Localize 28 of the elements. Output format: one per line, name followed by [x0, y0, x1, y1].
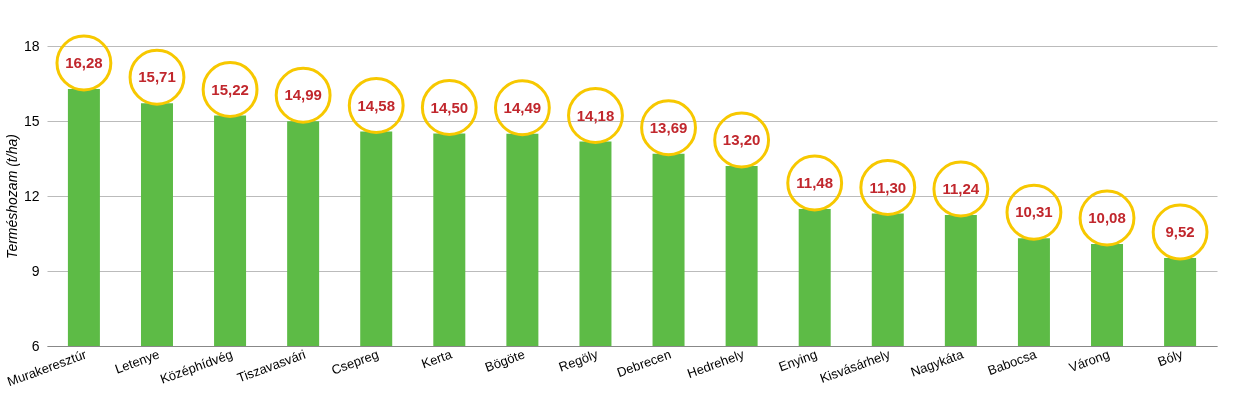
y-tick-label: 9 [31, 262, 40, 279]
data-label: 13,69 [649, 118, 688, 136]
y-tick-label: 18 [23, 37, 40, 54]
x-tick-label: Enying [776, 346, 820, 375]
x-tick-label: Kerta [419, 346, 455, 372]
data-label: 9,52 [1165, 223, 1195, 240]
data-label: 15,22 [211, 80, 249, 98]
data-label: 11,30 [869, 178, 907, 196]
data-label: 14,49 [503, 98, 542, 116]
x-tick-label: Regöly [556, 346, 601, 375]
data-label: 11,48 [796, 174, 834, 191]
y-tick-label: 12 [23, 187, 40, 204]
y-axis-title: Terméshozam (t/ha) [3, 134, 20, 259]
data-label: 14,99 [284, 86, 322, 104]
data-label: 10,08 [1088, 209, 1126, 226]
x-tick-label: Bögöte [482, 346, 527, 375]
y-tick-label: 6 [31, 337, 40, 354]
data-label: 11,24 [942, 180, 980, 197]
x-tick-label: Várong [1066, 346, 1112, 376]
data-label: 13,20 [722, 131, 761, 148]
data-label: 14,58 [357, 96, 395, 114]
data-label: 10,31 [1015, 203, 1053, 221]
x-tick-label: Bóly [1155, 346, 1185, 370]
data-label: 14,50 [430, 98, 469, 116]
data-label: 14,18 [576, 106, 615, 124]
data-label: 16,28 [65, 54, 103, 71]
y-tick-label: 15 [23, 112, 40, 129]
data-label: 15,71 [138, 68, 176, 86]
